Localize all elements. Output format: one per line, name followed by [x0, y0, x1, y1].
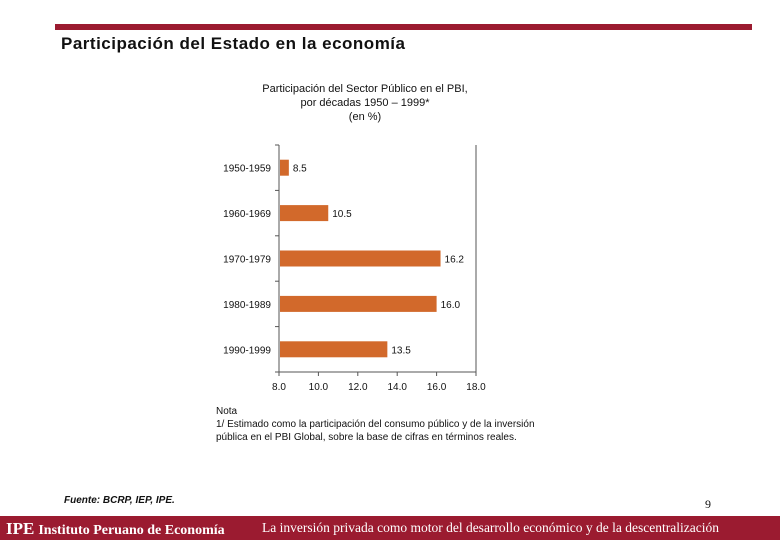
page-number: 9: [705, 497, 711, 511]
category-label: 1970-1979: [223, 255, 271, 266]
bar: [280, 205, 329, 222]
x-tick-label: 16.0: [427, 382, 447, 393]
footer-org-name: Instituto Peruano de Economía: [38, 523, 225, 538]
value-label: 10.5: [332, 209, 352, 220]
category-label: 1990-1999: [223, 345, 271, 356]
note-heading: Nota: [216, 406, 238, 417]
slide-title: Participación del Estado en la economía: [61, 34, 406, 53]
chart-title: Participación del Sector Público en el P…: [200, 82, 530, 124]
x-tick-label: 10.0: [309, 382, 329, 393]
category-label: 1980-1989: [223, 300, 271, 311]
value-label: 8.5: [293, 164, 307, 175]
note-line-1: 1/ Estimado como la participación del co…: [216, 419, 535, 430]
chart-note: Nota 1/ Estimado como la participación d…: [216, 405, 535, 444]
bar: [280, 250, 441, 267]
chart-title-line-1: Participación del Sector Público en el P…: [262, 83, 468, 95]
value-label: 13.5: [391, 345, 411, 356]
value-label: 16.0: [441, 300, 461, 311]
bar: [280, 341, 388, 358]
x-tick-label: 18.0: [466, 382, 486, 393]
bar: [280, 159, 289, 176]
footer-tagline: La inversión privada como motor del desa…: [262, 520, 719, 535]
note-line-2: pública en el PBI Global, sobre la base …: [216, 432, 517, 443]
x-tick-label: 14.0: [387, 382, 407, 393]
category-label: 1960-1969: [223, 209, 271, 220]
x-tick-label: 8.0: [272, 382, 286, 393]
value-label: 16.2: [445, 255, 465, 266]
source-text: Fuente: BCRP, IEP, IPE.: [64, 495, 175, 506]
x-tick-label: 12.0: [348, 382, 368, 393]
footer-org: IPE Instituto Peruano de Economía: [6, 519, 225, 539]
category-label: 1950-1959: [223, 164, 271, 175]
top-accent-rule: [55, 24, 752, 30]
chart-title-line-2: por décadas 1950 – 1999*: [300, 97, 430, 109]
footer-bar: IPE Instituto Peruano de Economía La inve…: [0, 516, 780, 540]
bar: [280, 295, 437, 312]
ipe-logo-text: IPE: [6, 519, 35, 538]
chart-title-line-3: (en %): [348, 111, 382, 123]
